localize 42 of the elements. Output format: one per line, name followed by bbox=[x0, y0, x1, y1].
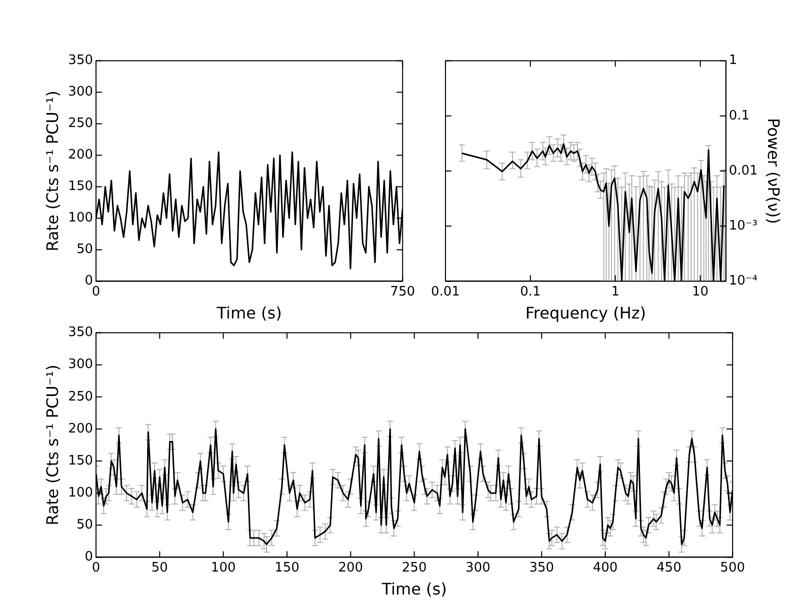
x-tick-label: 0.01 bbox=[430, 284, 460, 300]
y-axis-title: Rate (Cts s⁻¹ PCU⁻¹) bbox=[42, 90, 62, 252]
y-tick-label: 0 bbox=[84, 550, 94, 565]
y-tick-label: 10⁻⁴ bbox=[728, 274, 758, 289]
y-tick-label: 100 bbox=[68, 485, 94, 500]
y-axis-title: Rate (Cts s⁻¹ PCU⁻¹) bbox=[42, 364, 62, 526]
x-tick-label: 100 bbox=[210, 560, 236, 576]
y-tick-label: 200 bbox=[68, 421, 94, 436]
x-tick-label: 0.1 bbox=[520, 284, 541, 300]
x-tick-label: 750 bbox=[390, 284, 416, 300]
y-tick-label: 250 bbox=[68, 116, 94, 132]
y-tick-label: 300 bbox=[68, 84, 94, 100]
y-tick-label: 0 bbox=[84, 274, 94, 289]
x-tick-label: 250 bbox=[402, 560, 427, 576]
x-tick-label: 400 bbox=[592, 560, 618, 576]
x-tick-label: 450 bbox=[656, 560, 682, 576]
y-tick-label: 350 bbox=[68, 325, 94, 340]
x-tick-label: 200 bbox=[338, 560, 364, 576]
y-tick-label: 10⁻³ bbox=[728, 218, 758, 234]
x-axis-title: Frequency (Hz) bbox=[525, 304, 646, 323]
y-tick-label: 350 bbox=[68, 53, 94, 68]
y-tick-label: 50 bbox=[76, 518, 94, 533]
y-tick-label: 250 bbox=[68, 389, 94, 404]
x-tick-label: 300 bbox=[466, 560, 490, 576]
y-tick-label: 1 bbox=[728, 53, 738, 68]
y-tick-label: 0.01 bbox=[728, 163, 758, 178]
y-tick-label: 150 bbox=[68, 179, 94, 194]
y-tick-label: 150 bbox=[68, 453, 94, 468]
x-tick-label: 10 bbox=[692, 284, 709, 300]
x-axis-title: Time (s) bbox=[216, 304, 282, 323]
y-tick-label: 0.1 bbox=[728, 108, 750, 124]
x-tick-label: 500 bbox=[720, 560, 746, 576]
x-tick-label: 1 bbox=[611, 284, 620, 300]
y-tick-label: 200 bbox=[68, 148, 94, 163]
y-tick-label: 300 bbox=[68, 357, 94, 372]
x-axis-title: Time (s) bbox=[380, 580, 447, 599]
y-tick-label: 50 bbox=[76, 242, 94, 258]
x-tick-label: 50 bbox=[151, 560, 168, 576]
x-tick-label: 350 bbox=[529, 560, 554, 576]
y-axis-title: Power (νP(ν)) bbox=[764, 118, 784, 224]
x-tick-label: 150 bbox=[274, 560, 300, 576]
y-tick-label: 100 bbox=[68, 210, 94, 226]
